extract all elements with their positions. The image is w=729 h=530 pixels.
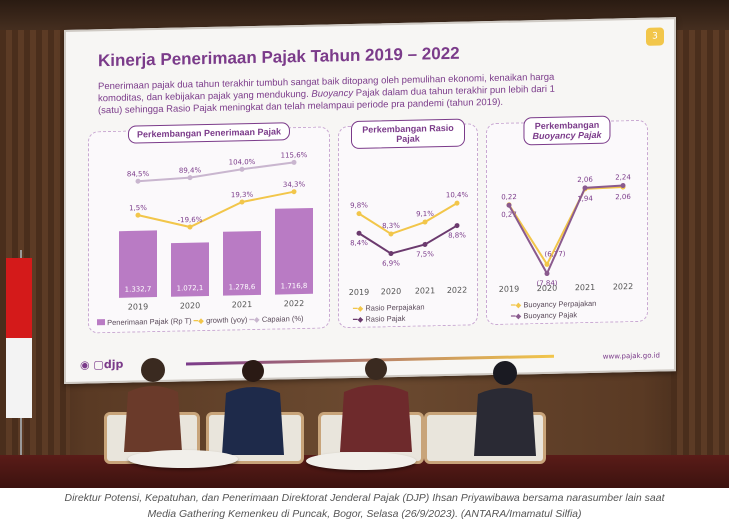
projection-screen: Kinerja Penerimaan Pajak Tahun 2019 – 20… bbox=[64, 17, 676, 385]
rasio-label-0-2022: 10,4% bbox=[446, 191, 469, 199]
wall-panel-right bbox=[671, 30, 729, 460]
capaian-label-2020: 89,4% bbox=[179, 166, 202, 174]
buoyancy-x-tick-2022: 2022 bbox=[613, 282, 633, 291]
growth-point-2022 bbox=[291, 189, 297, 195]
rasio-point-1-2022 bbox=[454, 223, 460, 229]
growth-point-2020 bbox=[187, 224, 193, 230]
buoyancy-x-tick-2019: 2019 bbox=[499, 284, 519, 293]
rasio-label-1-2021: 7,5% bbox=[416, 250, 434, 258]
speaker-4 bbox=[474, 361, 536, 456]
x-tick-2020: 2020 bbox=[180, 301, 200, 310]
rasio-label-0-2019: 9,8% bbox=[350, 201, 368, 209]
bar-label-2022: 1.716,8 bbox=[281, 282, 308, 291]
bar-label-2021: 1.278,6 bbox=[229, 283, 256, 292]
slide-description: Penerimaan pajak dua tahun terakhir tumb… bbox=[98, 71, 555, 117]
bar-2019 bbox=[119, 230, 157, 298]
caption-line-2: Media Gathering Kemenkeu di Puncak, Bogo… bbox=[147, 508, 582, 520]
rasio-point-0-2019 bbox=[356, 211, 362, 217]
buoyancy-label-0-2021: 1,94 bbox=[577, 195, 593, 203]
buoyancy-label-1-2022: 2,24 bbox=[615, 173, 631, 181]
buoyancy-label-0-2022: 2,06 bbox=[615, 193, 631, 201]
capaian-line bbox=[137, 161, 295, 183]
bar-2022 bbox=[275, 207, 313, 295]
rasio-point-0-2021 bbox=[422, 219, 428, 225]
buoyancy-x-tick-2020: 2020 bbox=[537, 284, 557, 293]
rasio-point-0-2020 bbox=[388, 231, 394, 237]
rasio-x-tick-2020: 2020 bbox=[381, 287, 401, 296]
rasio-line-1 bbox=[358, 224, 458, 255]
legend-buoyancy: ━◆ Buoyancy Perpajakan ━◆ Buoyancy Pajak bbox=[511, 298, 597, 321]
buoyancy-line-0 bbox=[508, 186, 624, 267]
speaker-1 bbox=[124, 358, 182, 452]
speaker-2 bbox=[222, 360, 284, 455]
bar-2020 bbox=[171, 242, 209, 297]
growth-label-2021: 19,3% bbox=[231, 191, 254, 199]
capaian-label-2019: 84,5% bbox=[127, 170, 150, 178]
growth-line bbox=[137, 190, 295, 229]
capaian-point-2020 bbox=[187, 175, 193, 181]
buoyancy-point-1-2019 bbox=[506, 202, 512, 208]
growth-point-2019 bbox=[135, 212, 141, 218]
rasio-point-1-2019 bbox=[356, 230, 362, 236]
djp-logo: ◉ ▢djp bbox=[80, 357, 124, 372]
panel-buoyancy-pajak: Perkembangan Buoyancy Pajak 0,27 (6,77) 1,9… bbox=[486, 115, 648, 326]
bar-2021 bbox=[223, 230, 261, 296]
growth-label-2020: -19,6% bbox=[178, 216, 203, 225]
buoyancy-label-1-2021: 2,06 bbox=[577, 176, 593, 184]
rasio-label-1-2022: 8,8% bbox=[448, 231, 466, 239]
chart-buoyancy-pajak: 0,27(6,77)1,94 2,060,22(7,84)2,06 2,242019… bbox=[499, 173, 633, 294]
coffee-table-right bbox=[306, 452, 416, 470]
growth-label-2022: 34,3% bbox=[283, 180, 306, 188]
slide-title: Kinerja Penerimaan Pajak Tahun 2019 – 20… bbox=[98, 43, 460, 71]
buoyancy-point-0-2020 bbox=[544, 261, 550, 267]
photo-caption: Direktur Potensi, Kepatuhan, dan Penerim… bbox=[0, 490, 729, 522]
rasio-x-tick-2019: 2019 bbox=[349, 288, 369, 297]
chart-penerimaan-pajak: 1.332,7 2019 1.072,1 2020 1.278,6 2021 1.716,8… bbox=[119, 151, 313, 312]
buoyancy-line-1 bbox=[508, 184, 624, 276]
caption-line-1: Direktur Potensi, Kepatuhan, dan Penerim… bbox=[64, 492, 665, 504]
slide-number: 3 bbox=[646, 27, 664, 46]
x-tick-2021: 2021 bbox=[232, 300, 252, 309]
rasio-line-0 bbox=[358, 202, 458, 236]
capaian-label-2022: 115,6% bbox=[281, 151, 308, 160]
rasio-x-tick-2021: 2021 bbox=[415, 286, 435, 295]
rasio-point-1-2021 bbox=[422, 241, 428, 247]
rasio-x-tick-2022: 2022 bbox=[447, 286, 467, 295]
chart-rasio-pajak: 9,8% 8,3% 9,1% 10,4% 8,4% 6,9% 7,5% 8,8% 2019 202… bbox=[349, 191, 469, 297]
rasio-label-1-2019: 8,4% bbox=[350, 239, 368, 247]
buoyancy-point-1-2021 bbox=[582, 185, 588, 191]
capaian-point-2021 bbox=[239, 166, 245, 172]
buoyancy-x-tick-2021: 2021 bbox=[575, 283, 595, 292]
buoyancy-label-1-2019: 0,22 bbox=[501, 193, 517, 201]
growth-point-2021 bbox=[239, 199, 245, 205]
x-tick-2022: 2022 bbox=[284, 299, 304, 308]
rasio-label-0-2020: 8,3% bbox=[382, 222, 400, 230]
rasio-point-0-2022 bbox=[454, 200, 460, 206]
capaian-point-2019 bbox=[135, 178, 141, 184]
speaker-3 bbox=[340, 358, 412, 452]
rasio-point-1-2020 bbox=[388, 251, 394, 257]
footer-url: www.pajak.go.id bbox=[602, 351, 660, 361]
panel-rasio-pajak: Perkembangan Rasio Pajak 9,8% 8,3% 9,1% 10,… bbox=[338, 118, 478, 329]
growth-label-2019: 1,5% bbox=[129, 204, 147, 212]
rasio-label-1-2020: 6,9% bbox=[382, 259, 400, 267]
bar-label-2019: 1.332,7 bbox=[125, 285, 152, 294]
capaian-point-2022 bbox=[291, 159, 297, 165]
buoyancy-label-0-2019: 0,27 bbox=[501, 211, 517, 219]
capaian-label-2021: 104,0% bbox=[229, 158, 256, 167]
rasio-label-0-2021: 9,1% bbox=[416, 210, 434, 218]
panel-penerimaan-pajak: Perkembangan Penerimaan Pajak 1.332,7 201… bbox=[88, 122, 330, 334]
event-photo: Kinerja Penerimaan Pajak Tahun 2019 – 20… bbox=[0, 0, 729, 488]
buoyancy-point-1-2020 bbox=[544, 271, 550, 277]
buoyancy-point-1-2022 bbox=[620, 183, 626, 189]
buoyancy-label-1-2020: (7,84) bbox=[536, 279, 557, 287]
indonesia-flag bbox=[6, 258, 32, 418]
x-tick-2019: 2019 bbox=[128, 302, 148, 311]
legend-rasio: ━◆ Rasio Perpajakan ━◆ Rasio Pajak bbox=[353, 302, 425, 324]
coffee-table-left bbox=[128, 450, 238, 468]
bar-label-2020: 1.072,1 bbox=[177, 284, 204, 293]
